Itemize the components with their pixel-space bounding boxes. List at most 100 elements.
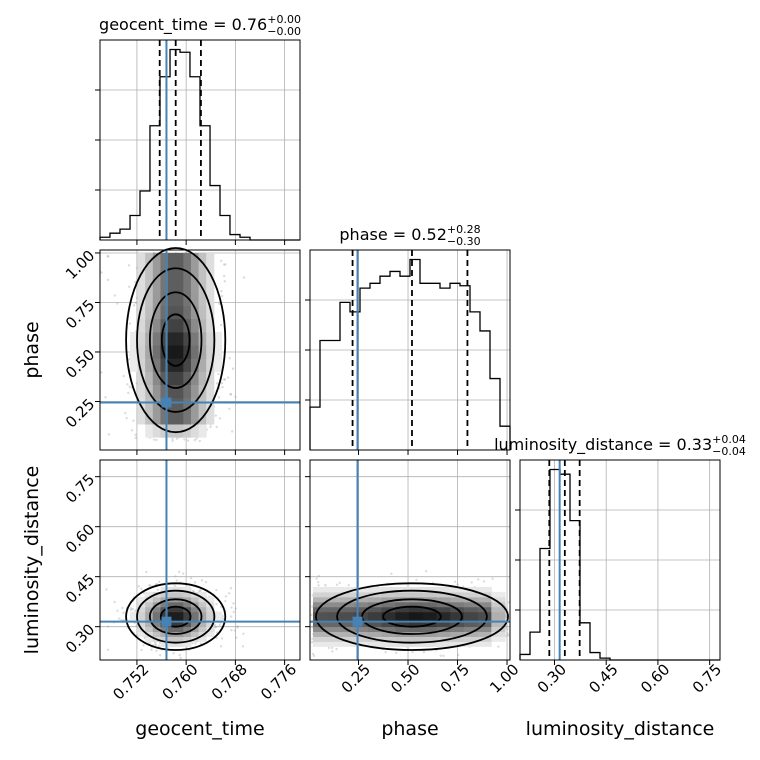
density-cell: [213, 331, 222, 346]
density-cell: [168, 611, 177, 618]
scatter-point: [193, 438, 196, 442]
density-cell: [152, 292, 161, 307]
scatter-point: [171, 439, 174, 443]
density-cell: [168, 591, 177, 598]
density-cell: [463, 611, 479, 618]
density-cell: [463, 626, 479, 633]
density-cell: [463, 606, 479, 613]
density-cell: [190, 631, 200, 637]
scatter-point: [311, 652, 315, 656]
scatter-point: [140, 587, 143, 590]
density-cell: [206, 279, 215, 293]
scatter-point: [230, 628, 233, 632]
scatter-point: [453, 580, 457, 583]
density-cell: [436, 591, 451, 598]
scatter-point: [482, 580, 486, 583]
scatter-point: [135, 624, 138, 627]
scatter-point: [219, 323, 223, 327]
density-image: [312, 586, 506, 647]
y-tick-label: 0.45: [62, 570, 98, 606]
density-cell: [190, 397, 200, 412]
density-cell: [137, 305, 146, 320]
y-tick-label: 0.30: [62, 620, 98, 656]
density-cell: [477, 586, 492, 593]
density-cell: [175, 586, 184, 593]
scatter-point: [214, 414, 218, 417]
density-cell: [477, 601, 492, 608]
density-cell: [137, 606, 146, 613]
density-cell: [175, 252, 184, 267]
density-cell: [436, 606, 451, 613]
x-tick-label: 0.752: [109, 660, 152, 703]
density-cell: [198, 371, 207, 386]
scatter-point: [156, 588, 160, 592]
density-cell: [198, 252, 207, 267]
scatter-point: [222, 274, 226, 278]
x-tick-label: 0.45: [585, 660, 621, 696]
density-cell: [206, 345, 215, 359]
density-cell: [326, 626, 341, 633]
scatter-point: [317, 574, 321, 578]
density-cell: [450, 641, 465, 647]
density-cell: [160, 636, 169, 642]
density-cell: [160, 641, 169, 647]
scatter-point: [390, 572, 393, 576]
scatter-point: [209, 425, 212, 429]
density-cell: [354, 596, 369, 603]
density-cell: [137, 358, 146, 372]
density-cell: [206, 331, 215, 346]
density-cell: [183, 423, 192, 438]
scatter-point: [106, 648, 110, 651]
density-cell: [175, 611, 184, 618]
density-cell: [312, 631, 328, 637]
density-cell: [198, 606, 207, 613]
density-cell: [450, 626, 465, 633]
histogram-phase: [309, 258, 511, 450]
density-cell: [190, 423, 200, 438]
scatter-point: [157, 644, 161, 648]
density-cell: [340, 601, 355, 608]
density-cell: [152, 358, 161, 372]
density-cell: [168, 616, 177, 623]
density-cell: [326, 616, 341, 623]
density-cell: [168, 586, 177, 593]
scatter-point: [132, 419, 135, 422]
density-cell: [175, 410, 184, 425]
density-cell: [354, 626, 369, 633]
scatter-point: [236, 625, 239, 628]
density-cell: [160, 410, 169, 425]
density-cell: [168, 292, 177, 307]
contour-level: [159, 605, 192, 628]
density-cell: [175, 626, 184, 633]
x-tick-label: 0.760: [159, 660, 202, 703]
density-cell: [367, 631, 383, 637]
scatter-point: [217, 396, 221, 399]
density-cell: [168, 397, 177, 412]
density-cell: [175, 331, 184, 346]
scatter-point: [424, 569, 428, 573]
scatter-point: [233, 629, 237, 632]
density-cell: [340, 606, 355, 613]
density-cell: [183, 384, 192, 399]
histogram-geocent_time: [99, 48, 300, 241]
density-cell: [160, 305, 169, 320]
density-cell: [152, 331, 161, 346]
density-cell: [168, 621, 177, 628]
density-cell: [137, 371, 146, 386]
density-cell: [354, 586, 369, 593]
scatter-point: [491, 577, 494, 580]
scatter-point: [439, 654, 442, 657]
density-cell: [190, 266, 200, 280]
scatter-point: [106, 625, 110, 628]
scatter-point: [221, 617, 225, 621]
scatter-point: [135, 382, 138, 385]
density-cell: [137, 318, 146, 333]
density-cell: [422, 601, 437, 608]
scatter-point: [106, 254, 109, 258]
density-cell: [152, 611, 161, 618]
scatter-point: [198, 439, 202, 443]
density-cell: [175, 318, 184, 333]
scatter-point: [223, 280, 227, 283]
density-cell: [381, 611, 396, 618]
